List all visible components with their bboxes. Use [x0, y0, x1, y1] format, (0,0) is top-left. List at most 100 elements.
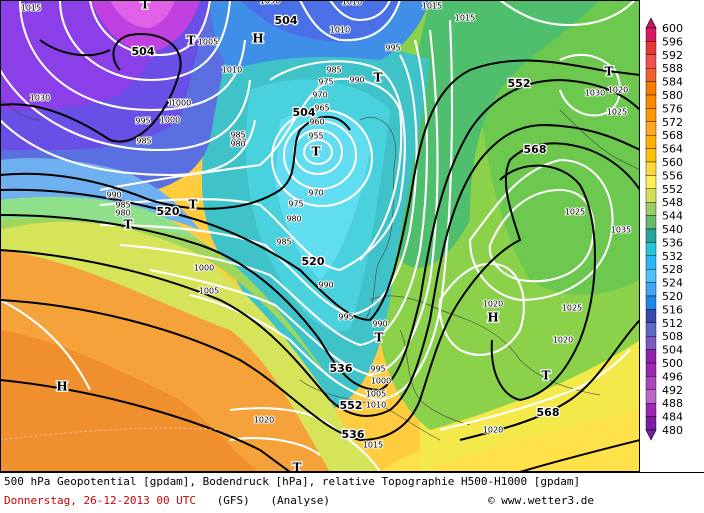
high-pressure-label: H [487, 311, 498, 325]
pressure-label: 985 [115, 201, 130, 210]
geopotential-label: 536 [330, 362, 353, 375]
low-pressure-label: T [374, 71, 383, 85]
legend-color-box [645, 27, 657, 42]
legend-tick-label: 512 [662, 317, 683, 330]
legend-color-box [645, 282, 657, 297]
pressure-label: 985 [230, 131, 245, 140]
low-pressure-label: T [375, 331, 384, 345]
pressure-label: 1000 [160, 116, 180, 125]
analysis-label: (Analyse) [270, 494, 331, 507]
pressure-label: 1005 [366, 390, 386, 399]
pressure-label: 980 [115, 209, 130, 218]
legend-tick-label: 524 [662, 277, 683, 290]
legend-color-box [645, 161, 657, 176]
pressure-label: 1025 [607, 108, 627, 117]
pressure-label: 970 [312, 91, 327, 100]
pressure-label: 1010 [330, 26, 350, 35]
pressure-label: 985 [276, 238, 291, 247]
legend-tick-label: 588 [662, 62, 683, 75]
pressure-label: 980 [230, 140, 245, 149]
geopotential-contour-layer [0, 33, 640, 472]
legend-tick-label: 592 [662, 49, 683, 62]
pressure-label: 1020 [483, 300, 503, 309]
pressure-label: 1020 [553, 336, 573, 345]
pressure-label: 980 [231, 138, 246, 147]
legend-color-box [645, 228, 657, 243]
geopotential-label: 504 [293, 106, 316, 119]
pressure-label: 1010 [366, 401, 386, 410]
pressure-label: 1025 [565, 208, 585, 217]
pressure-label: 980 [286, 215, 301, 224]
pressure-label: 965 [314, 104, 329, 113]
geopotential-label: 536 [342, 428, 365, 441]
pressure-label: 995 [385, 44, 400, 53]
pressure-label: 1035 [611, 226, 631, 235]
pressure-label: 955 [308, 132, 323, 141]
low-pressure-label: T [605, 65, 614, 79]
legend-color-box [645, 269, 657, 283]
legend-tick-label: 548 [662, 196, 683, 209]
legend-color-box [645, 81, 657, 96]
pressure-label: 1030 [260, 0, 280, 6]
model-label: (GFS) [216, 494, 250, 507]
low-pressure-label: T [141, 0, 150, 12]
pressure-label: 995 [338, 313, 353, 322]
legend-color-box [645, 322, 657, 337]
low-pressure-label: T [187, 34, 196, 48]
legend-color-box [645, 362, 657, 377]
legend-tick-label: 568 [662, 129, 683, 142]
pressure-label: 1000 [194, 264, 214, 273]
legend-color-box [645, 41, 657, 56]
pressure-label: 1020 [608, 86, 628, 95]
legend-tick-label: 532 [662, 250, 683, 263]
legend-tick-label: 580 [662, 89, 683, 102]
legend-tick-label: 500 [662, 357, 683, 370]
legend-arrow-bottom [645, 429, 657, 441]
legend-color-box [645, 67, 657, 82]
pressure-label: 1030 [585, 89, 605, 98]
low-pressure-label: T [312, 145, 321, 159]
geopotential-label: 504 [132, 45, 155, 58]
legend-tick-label: 508 [662, 330, 683, 343]
weather-map: 504 504 520 520 536 552 568 552 568 536 504 1015 10… [0, 0, 640, 472]
legend-tick-label: 544 [662, 210, 683, 223]
legend-color-box [645, 336, 657, 350]
pressure-label: 995 [135, 117, 150, 126]
legend-tick-label: 560 [662, 156, 683, 169]
geopotential-label: 568 [524, 143, 547, 156]
pressure-label: 1000 [371, 377, 391, 386]
legend-tick-label: 536 [662, 236, 683, 249]
copyright-label: © www.wetter3.de [488, 494, 594, 507]
pressure-label: 1025 [562, 304, 582, 313]
pressure-label: 990 [372, 320, 387, 329]
date-line: Donnerstag, 26-12-2013 00 UTC (GFS) (Ana… [4, 494, 330, 507]
pressure-label: 990 [318, 281, 333, 290]
geopotential-label: 520 [157, 205, 180, 218]
pressure-label: 985 [326, 66, 341, 75]
high-pressure-label: H [252, 32, 263, 46]
legend-color-box [645, 416, 657, 431]
legend-tick-label: 600 [662, 22, 683, 35]
pressure-label: 990 [106, 191, 121, 200]
geopotential-label: 520 [302, 255, 325, 268]
pressure-label: 970 [308, 189, 323, 198]
pressure-label: 1005 [198, 38, 218, 47]
legend-arrow-top [645, 17, 657, 29]
legend-tick-label: 596 [662, 35, 683, 48]
geopotential-label: 552 [508, 77, 531, 90]
legend-color-box [645, 188, 657, 203]
legend-tick-label: 528 [662, 263, 683, 276]
pressure-label: 1020 [483, 426, 503, 435]
legend-color-box [645, 403, 657, 417]
pressure-label: 1010 [342, 0, 362, 7]
legend-color-box [645, 201, 657, 216]
legend-color-box [645, 215, 657, 230]
pressure-label: 1010 [222, 66, 242, 75]
legend-tick-label: 572 [662, 116, 683, 129]
color-legend: 6005965925885845805765725685645605565525… [645, 17, 683, 441]
legend-color-box [645, 349, 657, 364]
pressure-label: 985 [136, 137, 151, 146]
legend-color-box [645, 389, 657, 404]
legend-color-box [645, 175, 657, 189]
